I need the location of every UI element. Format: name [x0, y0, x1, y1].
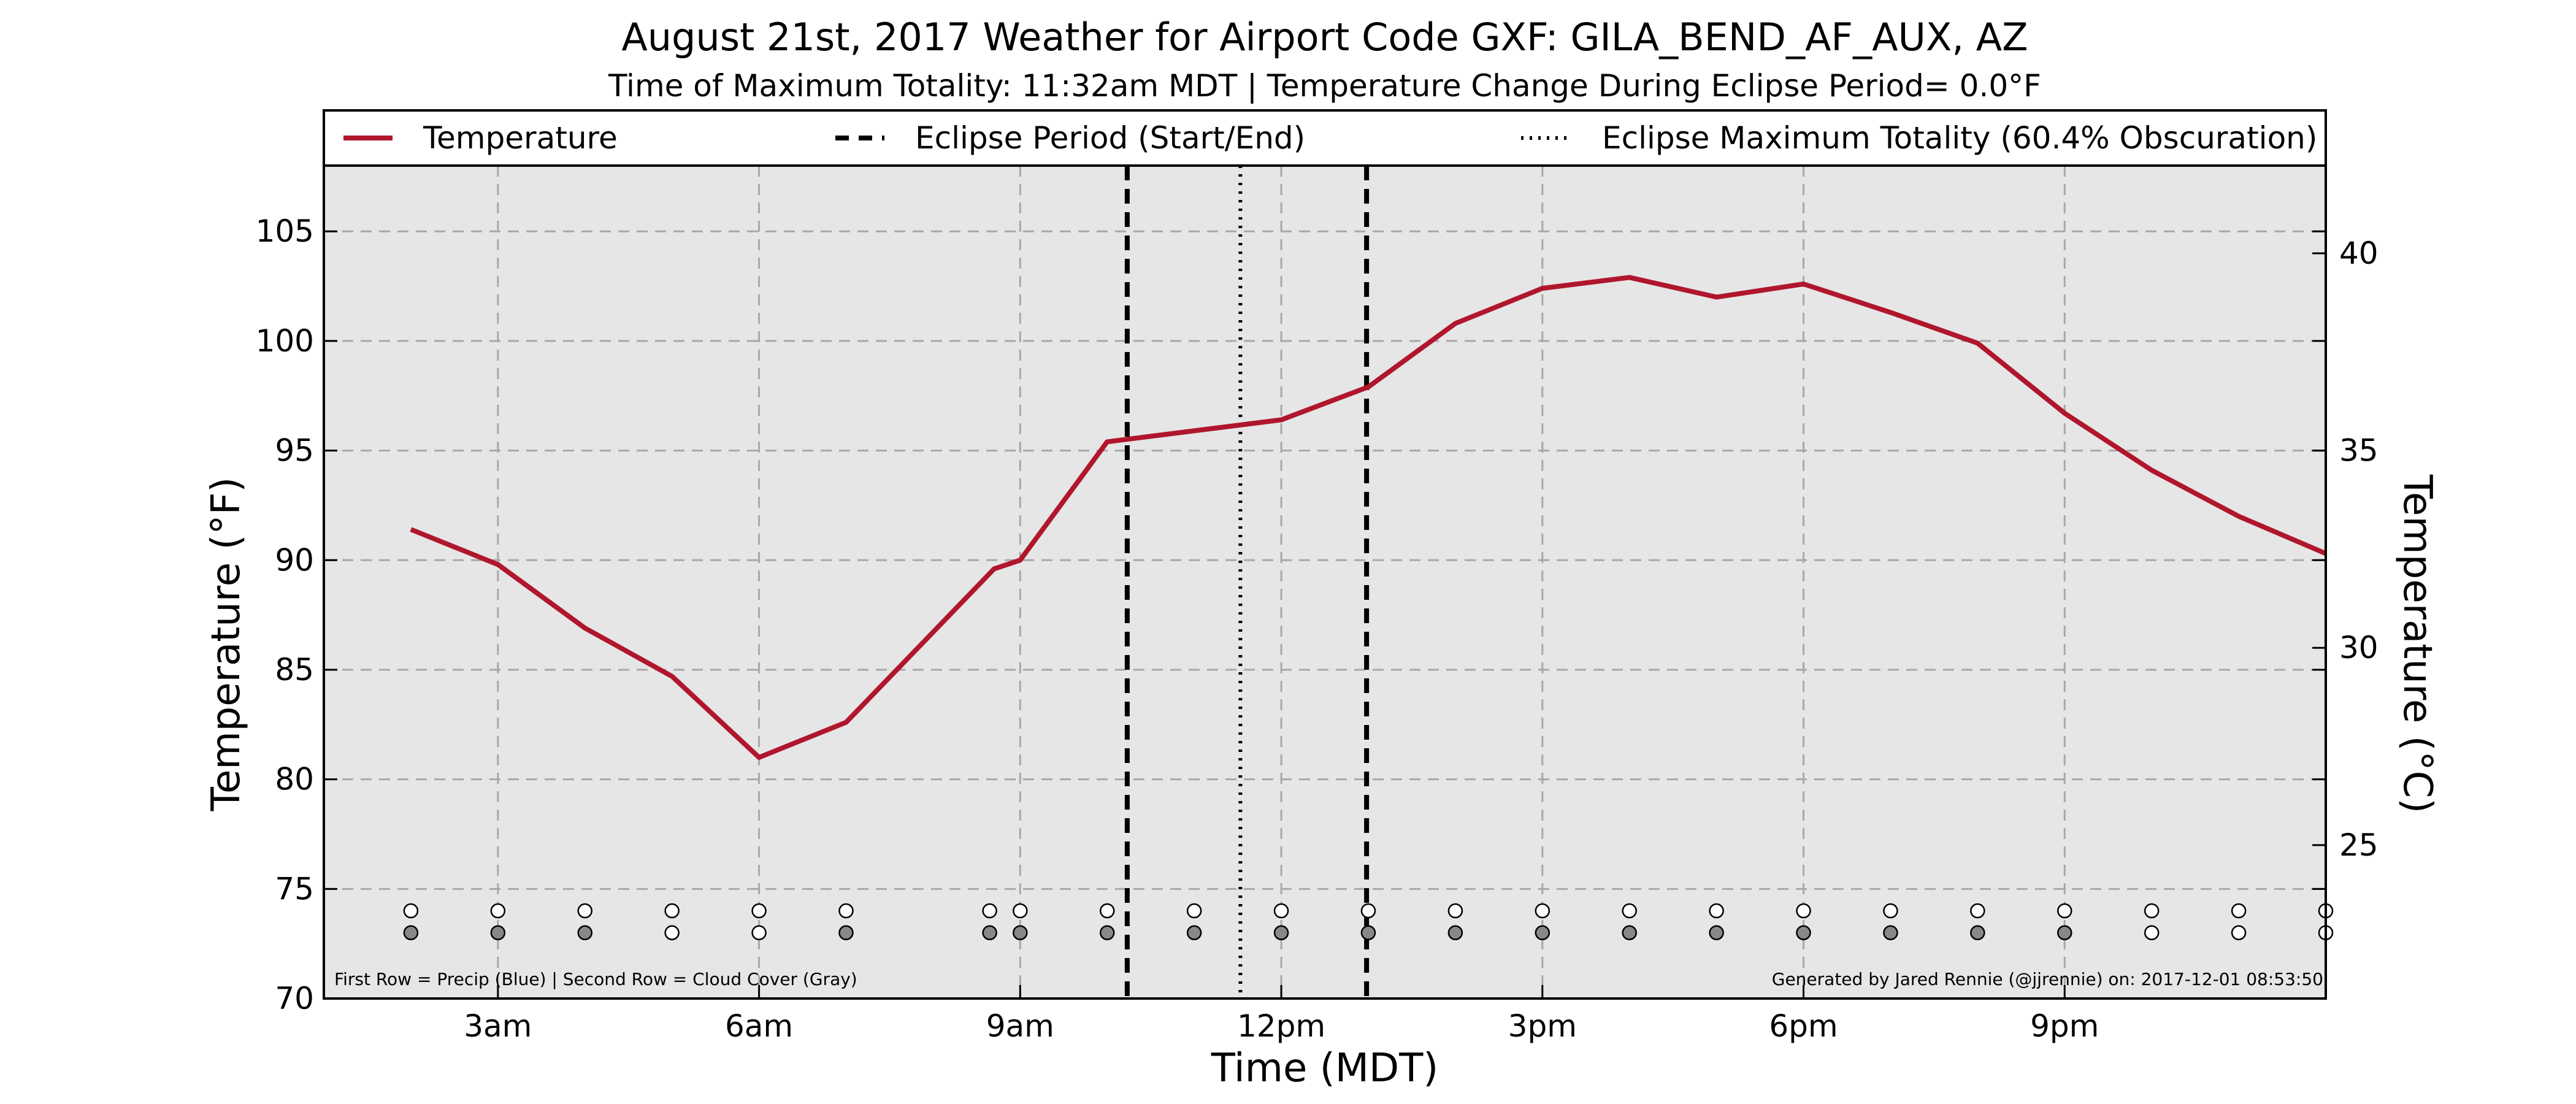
cloud-cover-marker [1186, 925, 1202, 941]
y-right-tick-label: 35 [2339, 433, 2379, 469]
y-axis-label-right: Temperature (°C) [2394, 474, 2440, 813]
series-line-temperature [410, 275, 2327, 760]
cloud-cover-marker [1099, 925, 1115, 941]
cloud-cover-marker [1535, 925, 1551, 941]
y-tick-label: 80 [275, 762, 314, 797]
precip-marker [664, 903, 680, 919]
y-axis-label: Temperature (°F) [204, 477, 249, 812]
precip-marker [1447, 903, 1463, 919]
cloud-cover-marker [982, 925, 997, 941]
precip-marker [1970, 903, 1985, 919]
x-tick-label: 12pm [1237, 1008, 1325, 1044]
precip-marker [838, 903, 854, 919]
chart-title: August 21st, 2017 Weather for Airport Co… [621, 15, 2028, 59]
cloud-cover-marker [1622, 925, 1637, 941]
cloud-cover-marker [2057, 925, 2072, 941]
cloud-cover-marker [2231, 925, 2247, 941]
precip-marker [982, 903, 997, 919]
cloud-cover-marker [403, 925, 419, 941]
cloud-cover-marker [577, 925, 592, 941]
cloud-cover-marker [1970, 925, 1985, 941]
y-tick-label: 95 [275, 433, 314, 469]
x-tick-label: 3pm [1508, 1008, 1577, 1044]
note-right: Generated by Jared Rennie (@jjrennie) on… [1772, 969, 2323, 989]
legend-label-eclipse-period: Eclipse Period (Start/End) [915, 120, 1305, 156]
y-tick-label: 75 [275, 871, 314, 907]
cloud-cover-marker [1447, 925, 1463, 941]
y-right-tick-label: 40 [2339, 236, 2379, 271]
plot-frame [323, 109, 2327, 1000]
precip-marker [2057, 903, 2072, 919]
precip-marker [1535, 903, 1551, 919]
cloud-cover-marker [1796, 925, 1811, 941]
legend-label-eclipse-max: Eclipse Maximum Totality (60.4% Obscurat… [1602, 120, 2317, 156]
legend-label-temperature: Temperature [423, 120, 618, 156]
cloud-cover-marker [1360, 925, 1376, 941]
cloud-cover-marker [1013, 925, 1028, 941]
cloud-cover-marker [838, 925, 854, 941]
precip-marker [1622, 903, 1637, 919]
cloud-cover-marker [664, 925, 680, 941]
y-tick-label: 85 [275, 652, 314, 688]
cloud-cover-marker [751, 925, 767, 941]
precip-marker [1099, 903, 1115, 919]
y-tick-label: 70 [275, 981, 314, 1016]
x-tick-label: 9am [986, 1008, 1054, 1044]
y-tick-label: 100 [256, 323, 314, 359]
cloud-cover-marker [1883, 925, 1898, 941]
precip-marker [1186, 903, 1202, 919]
precip-marker [1709, 903, 1724, 919]
plot-area: 70 75 80 85 90 95 100 105 25 30 35 40 3am 6am 9am 12pm 3… [256, 109, 2379, 1044]
y-right-tick-label: 25 [2339, 827, 2379, 863]
precip-marker [1013, 903, 1028, 919]
cloud-cover-marker [2144, 925, 2160, 941]
precip-marker [1883, 903, 1898, 919]
cloud-cover-marker [490, 925, 506, 941]
precip-marker [1796, 903, 1811, 919]
note-left: First Row = Precip (Blue) | Second Row =… [334, 969, 857, 989]
y-right-tick-label: 30 [2339, 630, 2379, 665]
plot-background [324, 110, 2326, 999]
precip-marker [577, 903, 592, 919]
x-tick-label: 3am [464, 1008, 532, 1044]
y-tick-label: 105 [256, 213, 314, 249]
x-axis-label: Time (MDT) [1211, 1046, 1439, 1091]
precip-marker [403, 903, 419, 919]
precip-marker [751, 903, 767, 919]
cloud-cover-marker [1273, 925, 1289, 941]
chart-subtitle: Time of Maximum Totality: 11:32am MDT | … [608, 68, 2041, 104]
x-tick-label: 9pm [2030, 1008, 2099, 1044]
cloud-cover-marker [1709, 925, 1724, 941]
precip-marker [490, 903, 506, 919]
precip-marker [2144, 903, 2160, 919]
x-tick-label: 6am [725, 1008, 793, 1044]
y-tick-label: 90 [275, 542, 314, 578]
precip-marker [1273, 903, 1289, 919]
x-tick-label: 6pm [1769, 1008, 1838, 1044]
precip-marker [1360, 903, 1376, 919]
precip-marker [2231, 903, 2247, 919]
